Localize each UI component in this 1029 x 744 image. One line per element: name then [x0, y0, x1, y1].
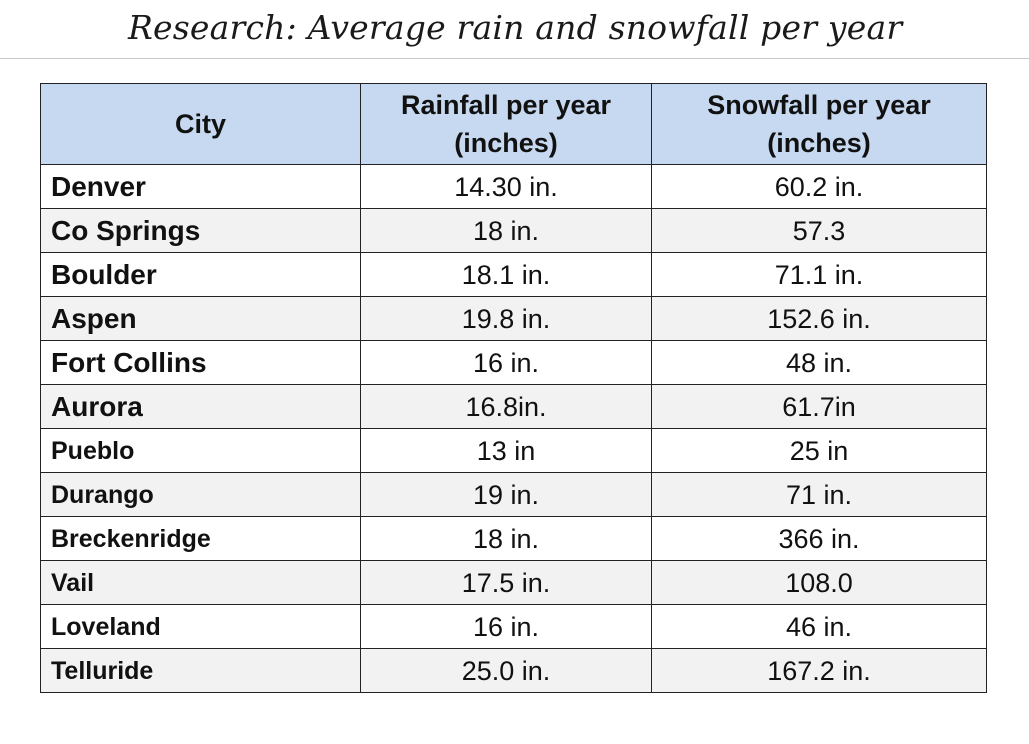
city-cell: Pueblo [40, 428, 361, 473]
snowfall-cell: 25 in [651, 428, 987, 473]
rainfall-cell: 18 in. [360, 516, 652, 561]
snowfall-cell: 61.7in [651, 384, 987, 429]
snowfall-cell: 60.2 in. [651, 164, 987, 209]
table-row: Co Springs 18 in. 57.3 [40, 208, 987, 253]
snowfall-cell: 366 in. [651, 516, 987, 561]
city-cell: Aurora [40, 384, 361, 429]
table-row: Aspen 19.8 in. 152.6 in. [40, 296, 987, 341]
rainfall-cell: 14.30 in. [360, 164, 652, 209]
city-cell: Denver [40, 164, 361, 209]
rainfall-cell: 16 in. [360, 604, 652, 649]
snowfall-cell: 71 in. [651, 472, 987, 517]
rainfall-cell: 16 in. [360, 340, 652, 385]
title-bar: Research: Average rain and snowfall per … [0, 0, 1029, 59]
table-header: City Rainfall per year (inches) Snowfall… [40, 83, 987, 165]
rainfall-cell: 18 in. [360, 208, 652, 253]
table-body: Denver 14.30 in. 60.2 in. Co Springs 18 … [40, 164, 987, 693]
table-row: Vail 17.5 in. 108.0 [40, 560, 987, 605]
header-rainfall-label: Rainfall per year (inches) [400, 90, 612, 158]
table-row: Loveland 16 in. 46 in. [40, 604, 987, 649]
snowfall-cell: 46 in. [651, 604, 987, 649]
rainfall-cell: 18.1 in. [360, 252, 652, 297]
rainfall-cell: 19 in. [360, 472, 652, 517]
header-rainfall: Rainfall per year (inches) [360, 83, 652, 165]
city-cell: Loveland [40, 604, 361, 649]
table-row: Durango 19 in. 71 in. [40, 472, 987, 517]
snowfall-cell: 71.1 in. [651, 252, 987, 297]
table-row: Pueblo 13 in 25 in [40, 428, 987, 473]
header-row: City Rainfall per year (inches) Snowfall… [40, 83, 987, 165]
header-snowfall: Snowfall per year (inches) [651, 83, 987, 165]
snowfall-cell: 48 in. [651, 340, 987, 385]
rainfall-cell: 16.8in. [360, 384, 652, 429]
rainfall-cell: 17.5 in. [360, 560, 652, 605]
snowfall-cell: 57.3 [651, 208, 987, 253]
snowfall-cell: 167.2 in. [651, 648, 987, 693]
snowfall-cell: 152.6 in. [651, 296, 987, 341]
table-row: Fort Collins 16 in. 48 in. [40, 340, 987, 385]
city-cell: Fort Collins [40, 340, 361, 385]
rainfall-cell: 25.0 in. [360, 648, 652, 693]
header-snowfall-label: Snowfall per year (inches) [707, 90, 931, 158]
header-city: City [40, 83, 361, 165]
rain-snow-table: City Rainfall per year (inches) Snowfall… [40, 83, 987, 693]
city-cell: Durango [40, 472, 361, 517]
snowfall-cell: 108.0 [651, 560, 987, 605]
city-cell: Telluride [40, 648, 361, 693]
city-cell: Breckenridge [40, 516, 361, 561]
table-row: Denver 14.30 in. 60.2 in. [40, 164, 987, 209]
table-row: Boulder 18.1 in. 71.1 in. [40, 252, 987, 297]
table-row: Breckenridge 18 in. 366 in. [40, 516, 987, 561]
rainfall-cell: 13 in [360, 428, 652, 473]
rainfall-cell: 19.8 in. [360, 296, 652, 341]
page-title: Research: Average rain and snowfall per … [128, 8, 903, 47]
city-cell: Co Springs [40, 208, 361, 253]
table-row: Aurora 16.8in. 61.7in [40, 384, 987, 429]
city-cell: Vail [40, 560, 361, 605]
city-cell: Boulder [40, 252, 361, 297]
city-cell: Aspen [40, 296, 361, 341]
table-row: Telluride 25.0 in. 167.2 in. [40, 648, 987, 693]
